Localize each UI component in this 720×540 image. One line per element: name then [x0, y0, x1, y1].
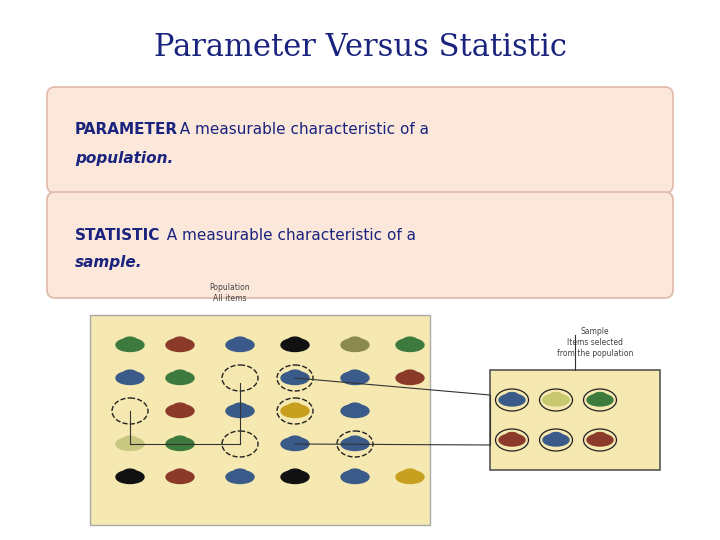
Ellipse shape — [233, 403, 247, 411]
Ellipse shape — [593, 393, 606, 400]
Ellipse shape — [341, 437, 369, 450]
Ellipse shape — [348, 403, 362, 411]
Ellipse shape — [348, 436, 362, 444]
Ellipse shape — [341, 372, 369, 384]
Ellipse shape — [226, 404, 254, 417]
Ellipse shape — [543, 434, 569, 446]
Ellipse shape — [288, 370, 302, 378]
Text: sample.: sample. — [75, 255, 143, 271]
Ellipse shape — [173, 370, 187, 378]
Ellipse shape — [348, 370, 362, 378]
Ellipse shape — [166, 339, 194, 352]
Ellipse shape — [549, 393, 562, 400]
Ellipse shape — [226, 470, 254, 483]
Ellipse shape — [123, 436, 137, 444]
Ellipse shape — [281, 339, 309, 352]
Ellipse shape — [173, 469, 187, 477]
Ellipse shape — [166, 470, 194, 483]
Ellipse shape — [173, 403, 187, 411]
Text: STATISTIC: STATISTIC — [75, 227, 161, 242]
Text: A measurable characteristic of a: A measurable characteristic of a — [170, 123, 429, 138]
Ellipse shape — [166, 372, 194, 384]
Ellipse shape — [341, 339, 369, 352]
Ellipse shape — [403, 337, 417, 345]
Ellipse shape — [166, 437, 194, 450]
Text: Population
All items: Population All items — [210, 283, 251, 303]
Ellipse shape — [499, 434, 525, 446]
Ellipse shape — [116, 339, 144, 352]
Ellipse shape — [288, 403, 302, 411]
Ellipse shape — [403, 469, 417, 477]
Ellipse shape — [123, 370, 137, 378]
Ellipse shape — [348, 337, 362, 345]
Ellipse shape — [116, 470, 144, 483]
Text: PARAMETER: PARAMETER — [75, 123, 178, 138]
Ellipse shape — [123, 337, 137, 345]
Ellipse shape — [505, 393, 518, 400]
Ellipse shape — [281, 372, 309, 384]
Text: Sample
Items selected
from the population: Sample Items selected from the populatio… — [557, 327, 633, 358]
Ellipse shape — [593, 433, 606, 440]
Ellipse shape — [173, 436, 187, 444]
Ellipse shape — [396, 470, 424, 483]
Ellipse shape — [499, 394, 525, 406]
Ellipse shape — [233, 469, 247, 477]
Ellipse shape — [288, 436, 302, 444]
Ellipse shape — [288, 469, 302, 477]
Ellipse shape — [281, 470, 309, 483]
Ellipse shape — [396, 339, 424, 352]
Text: Parameter Versus Statistic: Parameter Versus Statistic — [153, 32, 567, 64]
Ellipse shape — [123, 469, 137, 477]
Text: population.: population. — [75, 151, 174, 165]
Ellipse shape — [587, 394, 613, 406]
Ellipse shape — [173, 337, 187, 345]
Bar — [90, 315, 430, 525]
Ellipse shape — [288, 337, 302, 345]
Ellipse shape — [543, 394, 569, 406]
FancyBboxPatch shape — [47, 87, 673, 193]
Ellipse shape — [505, 433, 518, 440]
Ellipse shape — [233, 337, 247, 345]
Ellipse shape — [396, 372, 424, 384]
Ellipse shape — [549, 433, 562, 440]
Ellipse shape — [341, 470, 369, 483]
Ellipse shape — [403, 370, 417, 378]
FancyBboxPatch shape — [47, 192, 673, 298]
Bar — [490, 370, 660, 470]
Ellipse shape — [281, 437, 309, 450]
Ellipse shape — [226, 339, 254, 352]
Ellipse shape — [116, 437, 144, 450]
Ellipse shape — [166, 404, 194, 417]
Ellipse shape — [281, 404, 309, 417]
Ellipse shape — [587, 434, 613, 446]
Ellipse shape — [341, 404, 369, 417]
Text: A measurable characteristic of a: A measurable characteristic of a — [157, 227, 416, 242]
Ellipse shape — [116, 372, 144, 384]
Ellipse shape — [348, 469, 362, 477]
